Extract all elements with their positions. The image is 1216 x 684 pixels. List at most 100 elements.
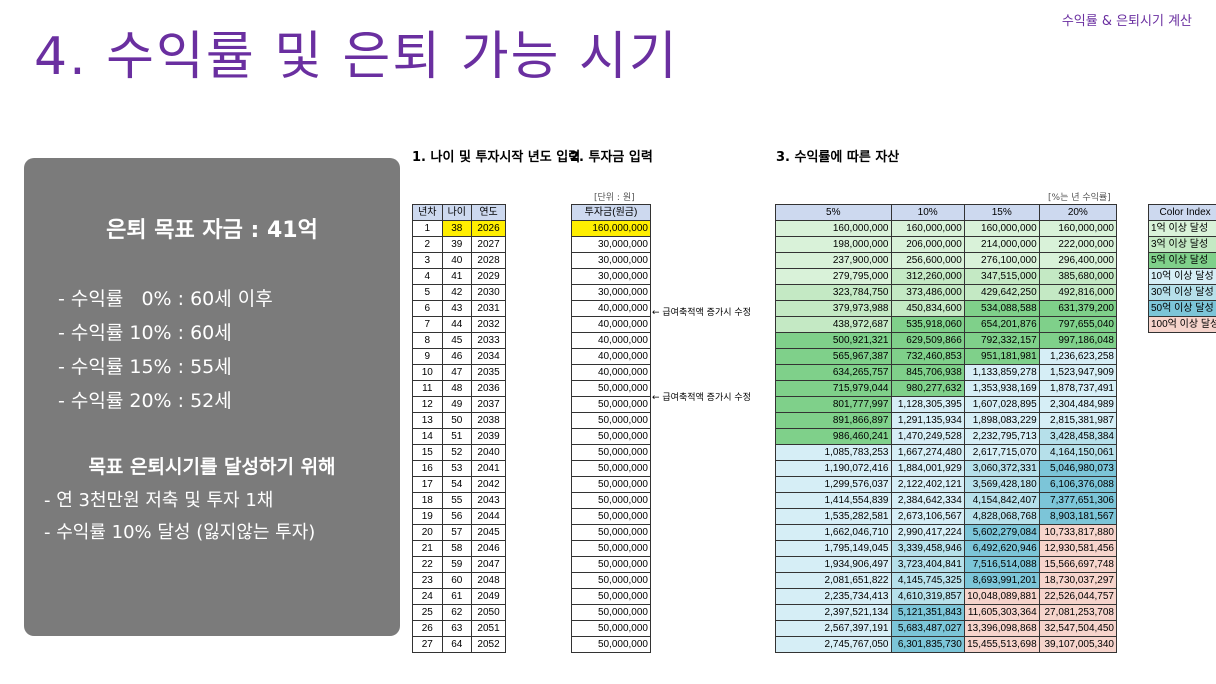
asset-cell: 8,903,181,567: [1038, 508, 1118, 525]
rate-line: - 수익률 0% : 60세 이후: [58, 288, 273, 310]
asset-cell: 3,428,458,384: [1038, 428, 1118, 445]
legend-item: 5억 이상 달성: [1147, 252, 1216, 269]
table-row: 13 50 2038: [412, 412, 506, 429]
investment-cell[interactable]: 50,000,000: [571, 572, 651, 589]
table-row: 40,000,000: [571, 316, 651, 333]
asset-table: 5% 10% 15% 20% 160,000,000 160,000,000 160…: [775, 204, 1118, 653]
asset-cell: 1,470,249,528: [890, 428, 965, 445]
investment-cell[interactable]: 30,000,000: [571, 252, 651, 269]
table-row: 237,900,000 256,600,000 276,100,000 296,400…: [775, 252, 1118, 269]
investment-cell[interactable]: 50,000,000: [571, 460, 651, 477]
legend-row: 10억 이상 달성: [1147, 268, 1216, 285]
asset-cell: 1,878,737,491: [1038, 380, 1118, 397]
table-cell: 2046: [471, 540, 506, 557]
table-row: 323,784,750 373,486,000 429,642,250 492,816…: [775, 284, 1118, 301]
investment-cell[interactable]: 30,000,000: [571, 268, 651, 285]
legend-item: 10억 이상 달성: [1147, 268, 1216, 285]
table-cell[interactable]: 38: [441, 220, 473, 237]
asset-cell: 629,509,866: [890, 332, 965, 349]
table-row: 500,921,321 629,509,866 792,332,157 997,186…: [775, 332, 1118, 349]
investment-cell[interactable]: 50,000,000: [571, 428, 651, 445]
table-cell[interactable]: 2026: [471, 220, 506, 237]
table-row: 5 42 2030: [412, 284, 506, 301]
investment-cell[interactable]: 40,000,000: [571, 300, 651, 317]
investment-cell[interactable]: 50,000,000: [571, 476, 651, 493]
investment-cell[interactable]: 50,000,000: [571, 540, 651, 557]
table-cell: 2033: [471, 332, 506, 349]
table-cell: 2041: [471, 460, 506, 477]
plan-item: - 수익률 10% 달성 (잃지않는 투자): [44, 522, 316, 543]
investment-cell[interactable]: 40,000,000: [571, 316, 651, 333]
table-cell: 2: [412, 236, 443, 253]
investment-cell[interactable]: 50,000,000: [571, 636, 651, 653]
table-row: 50,000,000: [571, 396, 651, 413]
table-cell: 26: [412, 620, 443, 637]
table-row: 2 39 2027: [412, 236, 506, 253]
asset-cell: 18,730,037,297: [1038, 572, 1118, 589]
asset-cell: 1,607,028,895: [963, 396, 1040, 413]
column-header: 연도: [471, 204, 506, 221]
section2-title: 2. 투자금 입력: [570, 150, 653, 165]
table-row: 50,000,000: [571, 460, 651, 477]
investment-cell[interactable]: 50,000,000: [571, 380, 651, 397]
asset-cell: 11,605,303,364: [963, 604, 1040, 621]
investment-cell[interactable]: 50,000,000: [571, 588, 651, 605]
asset-cell: 160,000,000: [775, 220, 892, 237]
table-cell: 43: [441, 300, 473, 317]
asset-cell: 39,107,005,340: [1038, 636, 1118, 653]
asset-cell: 2,745,767,050: [775, 636, 892, 653]
investment-cell[interactable]: 160,000,000: [571, 220, 651, 237]
asset-cell: 951,181,981: [963, 348, 1040, 365]
investment-cell[interactable]: 50,000,000: [571, 492, 651, 509]
investment-cell[interactable]: 30,000,000: [571, 284, 651, 301]
asset-cell: 296,400,000: [1038, 252, 1118, 269]
investment-cell[interactable]: 50,000,000: [571, 508, 651, 525]
asset-cell: 1,236,623,258: [1038, 348, 1118, 365]
color-index-legend: Color Index 1억 이상 달성 3억 이상 달성 5억 이상 달성 10억 …: [1147, 204, 1216, 333]
investment-cell[interactable]: 40,000,000: [571, 332, 651, 349]
table-cell: 45: [441, 332, 473, 349]
investment-cell[interactable]: 50,000,000: [571, 604, 651, 621]
asset-cell: 845,706,938: [890, 364, 965, 381]
table-row: 1 38 2026: [412, 220, 506, 237]
asset-cell: 1,414,554,839: [775, 492, 892, 509]
table-row: 50,000,000: [571, 380, 651, 397]
table-cell: 23: [412, 572, 443, 589]
investment-cell[interactable]: 50,000,000: [571, 412, 651, 429]
asset-cell: 4,164,150,061: [1038, 444, 1118, 461]
legend-row: 5억 이상 달성: [1147, 252, 1216, 269]
table-row: 50,000,000: [571, 636, 651, 653]
investment-cell[interactable]: 40,000,000: [571, 348, 651, 365]
asset-cell: 276,100,000: [963, 252, 1040, 269]
table-cell: 6: [412, 300, 443, 317]
asset-cell: 1,667,274,480: [890, 444, 965, 461]
table-cell: 63: [441, 620, 473, 637]
investment-cell[interactable]: 50,000,000: [571, 444, 651, 461]
table-cell: 55: [441, 492, 473, 509]
asset-cell: 206,000,000: [890, 236, 965, 253]
asset-cell: 891,866,897: [775, 412, 892, 429]
table-cell: 27: [412, 636, 443, 653]
investment-cell[interactable]: 50,000,000: [571, 524, 651, 541]
table-row: 1,190,072,416 1,884,001,929 3,060,372,331 5…: [775, 460, 1118, 477]
table-cell: 5: [412, 284, 443, 301]
asset-cell: 160,000,000: [963, 220, 1040, 237]
table-row: 10 47 2035: [412, 364, 506, 381]
asset-cell: 997,186,048: [1038, 332, 1118, 349]
table-row: 1,662,046,710 2,990,417,224 5,602,279,084 1…: [775, 524, 1118, 541]
table-cell: 2031: [471, 300, 506, 317]
asset-cell: 22,526,044,757: [1038, 588, 1118, 605]
investment-cell[interactable]: 50,000,000: [571, 396, 651, 413]
asset-cell: 5,602,279,084: [963, 524, 1040, 541]
table-cell: 2052: [471, 636, 506, 653]
asset-cell: 15,455,513,698: [963, 636, 1040, 653]
investment-cell[interactable]: 50,000,000: [571, 556, 651, 573]
investment-cell[interactable]: 30,000,000: [571, 236, 651, 253]
asset-cell: 279,795,000: [775, 268, 892, 285]
investment-cell[interactable]: 40,000,000: [571, 364, 651, 381]
table-row: 279,795,000 312,260,000 347,515,000 385,680…: [775, 268, 1118, 285]
investment-cell[interactable]: 50,000,000: [571, 620, 651, 637]
asset-cell: 1,085,783,253: [775, 444, 892, 461]
table-row: 50,000,000: [571, 508, 651, 525]
asset-cell: 379,973,988: [775, 300, 892, 317]
